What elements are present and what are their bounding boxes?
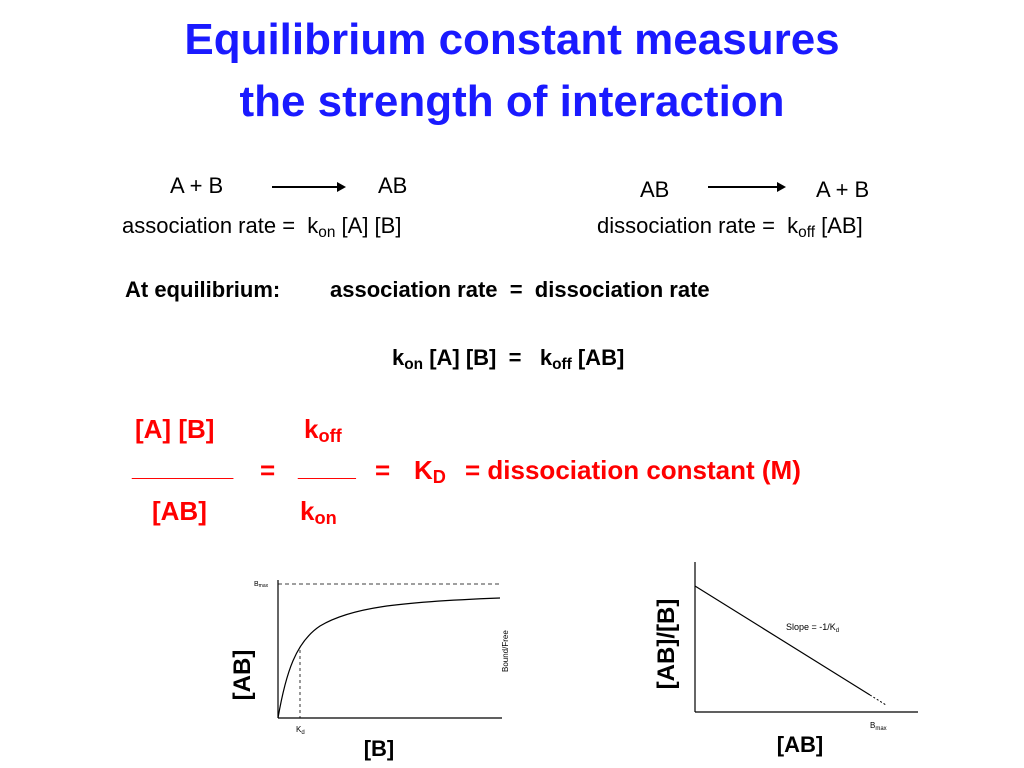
equilibrium-prefix: At equilibrium: — [125, 277, 281, 302]
saturation-x-axis-label: [B] — [364, 736, 395, 761]
equilibrium-statement: association rate = dissociation rate — [330, 277, 710, 302]
saturation-curve — [277, 597, 501, 719]
kd-denominator-k-on: kon — [300, 496, 337, 528]
dissociation-arrow — [708, 182, 786, 192]
k-off-symbol: koff — [787, 213, 816, 241]
kd-definition: = dissociation constant (M) — [465, 455, 801, 485]
association-reactants: A + B — [170, 173, 224, 198]
scatchard-bmax-label: Bmax — [870, 721, 887, 732]
association-arrow — [272, 182, 346, 192]
bmax-label: Bmax — [254, 581, 269, 589]
saturation-binding-graph: [AB] Bmax Kd Bound/Free [B] — [229, 580, 510, 761]
scatchard-line — [694, 585, 871, 696]
kd-equals-1: = — [260, 455, 276, 485]
scatchard-y-axis-label: [AB]/[B] — [653, 599, 680, 690]
dissociation-rate-expression: dissociation rate = koff [AB] — [597, 213, 863, 241]
association-product: AB — [378, 173, 408, 198]
bound-free-label: Bound/Free — [501, 630, 510, 672]
kd-numerator-left: [A] [B] — [135, 414, 215, 444]
saturation-y-axis-label: [AB] — [229, 650, 256, 701]
scatchard-plot: [AB]/[B] Slope = -1/Kd Bmax [AB] — [653, 562, 918, 757]
k-on-symbol: kon — [307, 213, 336, 241]
scatchard-x-axis-label: [AB] — [777, 732, 823, 757]
k-off-symbol: koff — [539, 345, 572, 373]
rate-equality: kon [A] [B] = koff [AB] — [392, 345, 625, 373]
dissociation-reactants: AB — [640, 177, 670, 202]
association-rate-label: association rate = — [122, 213, 296, 238]
scatchard-line-extrapolation — [869, 694, 887, 706]
kd-numerator-k-off: koff — [304, 414, 342, 446]
association-rate-terms: [A] [B] — [341, 213, 402, 238]
equality-left-terms: [A] [B] — [429, 345, 497, 370]
association-rate-expression: association rate = kon [A] [B] — [122, 213, 402, 241]
k-on-symbol: kon — [392, 345, 424, 373]
slope-label: Slope = -1/Kd — [786, 622, 839, 634]
kd-axis-label: Kd — [296, 725, 305, 736]
kd-denominator-left: [AB] — [152, 496, 207, 526]
dissociation-rate-label: dissociation rate = — [597, 213, 775, 238]
slide-title-line-1: Equilibrium constant measures — [184, 15, 840, 64]
kd-fraction-bar-left: _______ — [132, 452, 234, 482]
kd-symbol: KD — [414, 455, 446, 487]
dissociation-product: A + B — [816, 177, 870, 202]
kd-fraction-bar-right: ____ — [298, 452, 356, 482]
dissociation-rate-terms: [AB] — [821, 213, 863, 238]
equality-sign: = — [508, 345, 522, 370]
slide-title-line-2: the strength of interaction — [239, 77, 785, 126]
kd-equals-2: = — [375, 455, 391, 485]
equality-right-terms: [AB] — [577, 345, 625, 370]
